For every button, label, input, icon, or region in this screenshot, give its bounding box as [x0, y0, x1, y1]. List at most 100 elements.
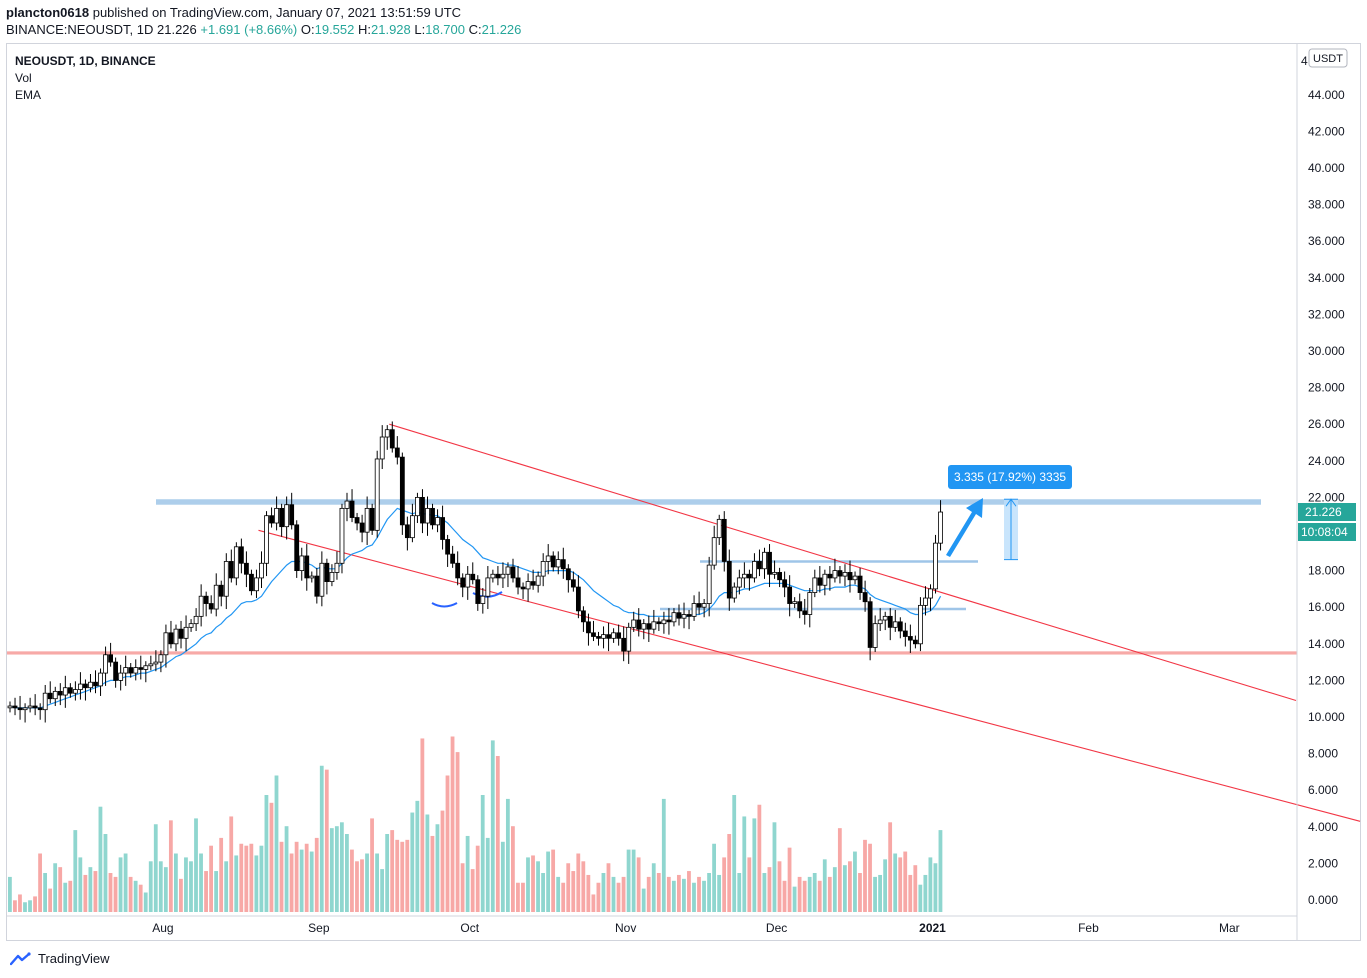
candle-body: [78, 683, 83, 690]
volume-bar: [606, 863, 611, 912]
volume-bar: [772, 822, 777, 912]
legend-ema[interactable]: EMA: [15, 88, 42, 102]
candle-body: [233, 546, 239, 579]
volume-bar: [329, 828, 334, 912]
candles: [7, 421, 943, 723]
resistance-zone: [156, 499, 1261, 505]
volume-bar: [199, 853, 203, 912]
footer-brand-label: TradingView: [38, 951, 110, 966]
volume-bar: [485, 837, 490, 912]
candle-body: [601, 634, 606, 639]
cup-arc-left: [431, 602, 458, 608]
candle-body: [570, 579, 576, 588]
measure-label-box[interactable]: [948, 465, 1072, 489]
tradingview-logo-icon: [10, 951, 31, 965]
price-tick-label: 10.000: [1308, 710, 1345, 724]
legend-vol[interactable]: Vol: [15, 71, 32, 85]
price-tick-label: 34.000: [1308, 271, 1345, 285]
countdown-tag: 10:08:04: [1301, 525, 1348, 539]
price-tick-label: 24.000: [1308, 454, 1345, 468]
legend-title: NEOUSDT, 1D, BINANCE: [15, 54, 156, 68]
last-price-tag: 21.226: [1305, 505, 1342, 519]
candle-body: [314, 575, 320, 597]
volume-bar: [204, 871, 208, 912]
candle-body: [661, 619, 667, 625]
candle-body: [103, 654, 108, 674]
volume-bar: [742, 816, 747, 912]
candle-body: [208, 603, 214, 610]
volume-bar: [531, 855, 535, 912]
volume-bar: [536, 861, 540, 912]
candle-body: [188, 623, 194, 628]
candle-body: [812, 577, 818, 593]
candle-body: [641, 623, 647, 630]
volume-bar: [561, 882, 566, 912]
volume-bar: [908, 874, 913, 912]
candle-body: [923, 597, 928, 606]
volume-bar: [153, 824, 158, 912]
volume-bar: [822, 859, 827, 912]
candle-body: [913, 639, 918, 645]
volume-bar: [878, 874, 882, 912]
symbol-full: BINANCE:NEOUSDT, 1D: [6, 22, 154, 37]
candle-body: [782, 579, 788, 588]
volume-bar: [103, 834, 108, 912]
candle-body: [475, 579, 481, 604]
candle-body: [359, 522, 365, 533]
candle-body: [666, 619, 672, 623]
footer-brand[interactable]: TradingView: [10, 951, 110, 966]
volume-bar: [168, 820, 173, 912]
currency-box[interactable]: [1308, 48, 1348, 68]
low-label: L:: [414, 22, 426, 37]
volume-bar: [646, 876, 651, 912]
candle-body: [309, 575, 315, 579]
price-tick-label: 26.000: [1308, 417, 1345, 431]
volume-bar: [601, 873, 606, 912]
volume-bar: [128, 876, 133, 912]
volume-bar: [616, 882, 621, 912]
volume-bar: [219, 837, 224, 912]
volume-bar: [88, 867, 93, 912]
volume-bar: [239, 843, 244, 912]
volume-bar: [571, 871, 576, 912]
candle-body: [902, 630, 908, 637]
volume-bar: [465, 835, 470, 912]
volume-bar: [863, 839, 867, 912]
candle-body: [384, 429, 390, 438]
open-value: 19.552: [314, 22, 355, 37]
volume-bar: [566, 863, 571, 912]
countdown-box: [1298, 523, 1356, 541]
volume-bar: [455, 752, 460, 912]
volume-bar: [13, 900, 17, 912]
candle-body: [918, 604, 923, 645]
volume-bar: [415, 800, 420, 912]
time-tick-label: Mar: [1219, 921, 1240, 935]
volume-bar: [692, 882, 696, 912]
candle-body: [741, 573, 747, 579]
chart-legend: NEOUSDT, 1D, BINANCE Vol EMA: [15, 53, 156, 104]
time-tick-label: Oct: [460, 921, 479, 935]
volume-bar: [631, 849, 636, 912]
price-tick-label: 6.000: [1308, 783, 1338, 797]
candle-body: [289, 504, 295, 526]
candle-body: [555, 559, 561, 568]
volume-bar: [355, 861, 359, 912]
volume-bar: [284, 826, 289, 912]
price-tick-label: 44.000: [1308, 88, 1345, 102]
candle-body: [711, 537, 717, 566]
candle-body: [254, 577, 259, 592]
price-tick-label: 2.000: [1308, 856, 1338, 870]
candle-body: [269, 515, 274, 524]
volume-bar: [133, 880, 138, 912]
candle-body: [887, 615, 893, 628]
volume-bar: [158, 861, 163, 912]
volume-bar: [385, 834, 390, 912]
candle-body: [284, 504, 290, 528]
candle-body: [404, 524, 410, 539]
volume-bar: [495, 756, 500, 912]
price-tick-label: 18.000: [1308, 564, 1345, 578]
volume-bar: [807, 876, 812, 912]
candle-body: [606, 634, 611, 639]
volume-bar: [687, 871, 691, 912]
